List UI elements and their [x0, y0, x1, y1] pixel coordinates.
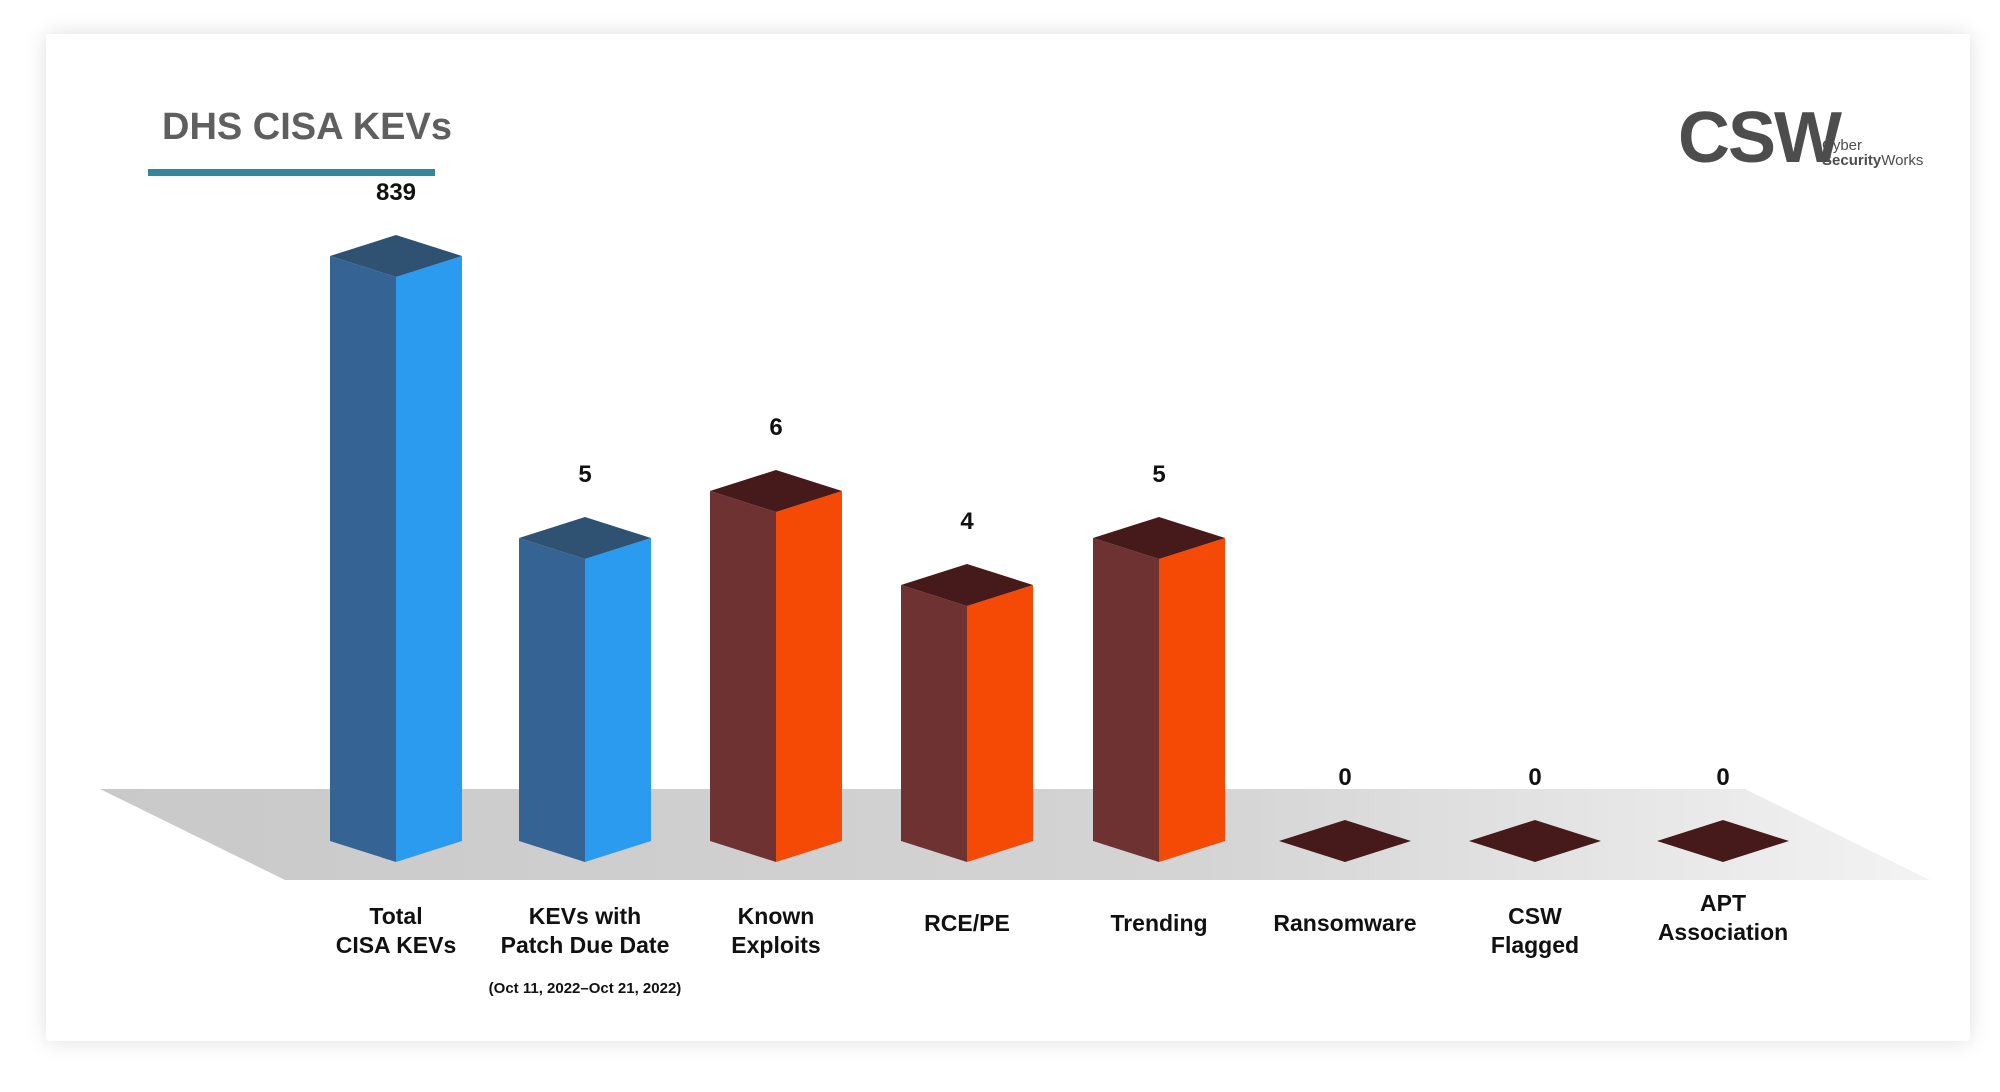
bar-6: [1469, 820, 1601, 862]
bar-5: [1279, 820, 1411, 862]
logo-line-1: Cyber: [1822, 137, 1863, 154]
bar-top: [1469, 820, 1601, 862]
bars-group: [330, 235, 1789, 862]
category-label: CISA KEVs: [336, 932, 457, 958]
value-label: 6: [769, 414, 782, 441]
category-label: APT: [1700, 890, 1746, 916]
category-label: Total: [369, 903, 422, 929]
category-label: Association: [1658, 919, 1788, 945]
bar-front: [967, 585, 1033, 862]
category-label: Trending: [1110, 910, 1207, 936]
category-label: Known: [738, 903, 815, 929]
bar-2: [710, 470, 842, 862]
bar-top: [901, 564, 1033, 606]
value-label: 4: [960, 508, 974, 535]
category-label: RCE/PE: [924, 910, 1010, 936]
bar-top: [519, 517, 651, 559]
logo-line-2-bold: Security: [1822, 152, 1882, 169]
title-underline: [148, 169, 435, 176]
chart-title: DHS CISA KEVs: [162, 106, 452, 148]
bar-side: [330, 256, 396, 862]
bar-0: [330, 235, 462, 862]
bar-top: [1657, 820, 1789, 862]
bar-top: [710, 470, 842, 512]
category-label: Exploits: [731, 932, 820, 958]
bar-side: [1093, 538, 1159, 862]
value-label: 0: [1338, 764, 1351, 791]
value-label: 0: [1528, 764, 1541, 791]
bar-1: [519, 517, 651, 862]
bar-3: [901, 564, 1033, 862]
value-label: 5: [1152, 461, 1165, 488]
csw-logo: CSW Cyber SecurityWorks: [1678, 102, 1928, 182]
bar-side: [710, 491, 776, 862]
value-label: 5: [578, 461, 591, 488]
category-label: KEVs with: [529, 903, 641, 929]
bar-top: [1279, 820, 1411, 862]
labels-group: 839 Total CISA KEVs 5 KEVs with Patch Due Dat…: [336, 179, 1788, 997]
bar-front: [1159, 538, 1225, 862]
bar-top: [330, 235, 462, 277]
category-label: Ransomware: [1273, 910, 1416, 936]
bar-4: [1093, 517, 1225, 862]
category-label: CSW: [1508, 903, 1562, 929]
bar-front: [776, 491, 842, 862]
bar-top: [1093, 517, 1225, 559]
category-label: Flagged: [1491, 932, 1579, 958]
bar-side: [519, 538, 585, 862]
value-label: 0: [1716, 764, 1729, 791]
logo-mark: CSW: [1678, 98, 1842, 178]
bar-7: [1657, 820, 1789, 862]
value-label: 839: [376, 179, 416, 206]
logo-line-2: SecurityWorks: [1822, 153, 1923, 169]
category-note: (Oct 11, 2022–Oct 21, 2022): [489, 980, 682, 997]
category-label: Patch Due Date: [501, 932, 670, 958]
bar-side: [901, 585, 967, 862]
logo-line-2-rest: Works: [1881, 152, 1924, 169]
bar-front: [585, 538, 651, 862]
bar-front: [396, 256, 462, 862]
